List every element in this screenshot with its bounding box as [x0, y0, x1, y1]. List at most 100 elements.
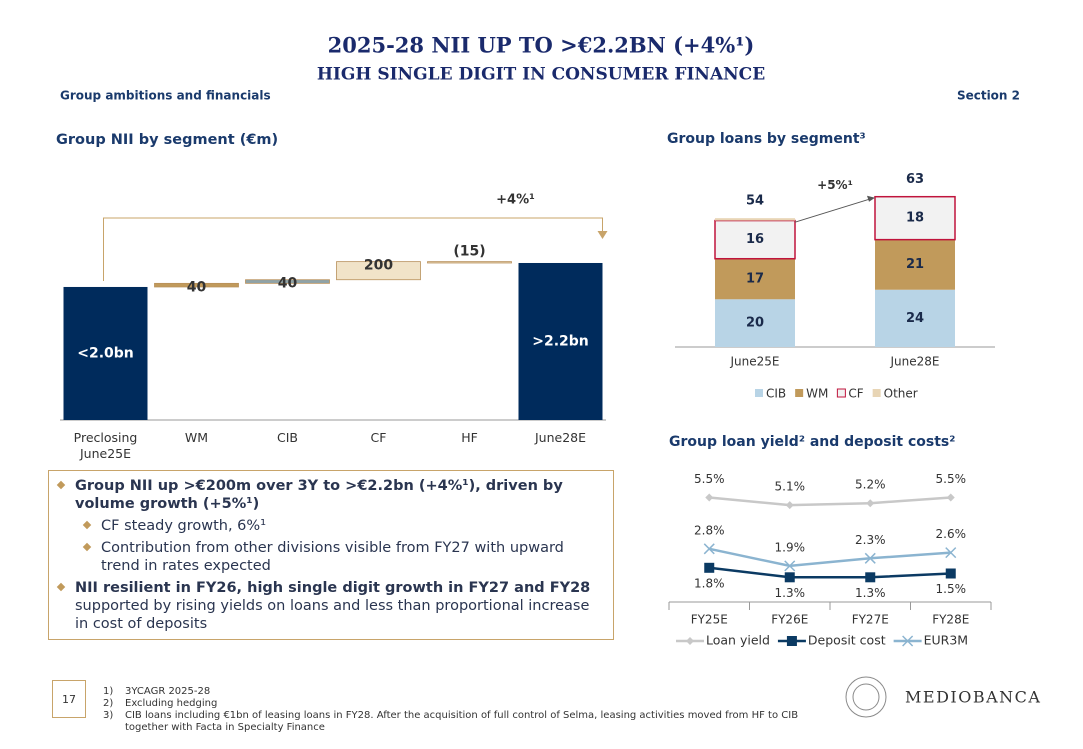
- series-line: [709, 566, 951, 579]
- bullet-bold: NII resilient in FY26, high single digit…: [75, 580, 591, 596]
- value-label: 18: [906, 211, 924, 226]
- legend-label: CIB: [766, 387, 786, 401]
- annotation: +4%¹: [496, 193, 535, 208]
- footnote: 1) 3YCAGR 2025-28: [103, 686, 823, 698]
- trend-arrow: [794, 198, 872, 223]
- bar: [63, 286, 148, 420]
- series-line: [708, 547, 951, 568]
- section-right: Section 2: [957, 89, 1020, 103]
- legend-label: EUR3M: [924, 633, 968, 648]
- page-number: 17: [52, 680, 86, 718]
- value-label: 5.1%: [775, 480, 806, 494]
- bullet: Group NII up >€200m over 3Y to >€2.2bn (…: [75, 478, 563, 512]
- chart-title: Group loan yield² and deposit costs²: [669, 434, 955, 450]
- legend-label: Deposit cost: [808, 633, 886, 648]
- series-line: [709, 496, 951, 507]
- bar-segment: [875, 239, 955, 290]
- value-label: 200: [364, 258, 393, 274]
- legend-swatch: [755, 389, 763, 397]
- marker: [865, 572, 876, 583]
- footnote-text: CIB loans including €1bn of leasing loan…: [125, 710, 799, 733]
- value-label: 5.5%: [694, 472, 725, 486]
- legend-label: CF: [848, 387, 863, 401]
- commentary: Group NII up >€200m over 3Y to >€2.2bn (…: [48, 470, 614, 640]
- x-tick-label: June25E: [730, 355, 780, 369]
- logo: MEDIOBANCA: [905, 688, 1041, 707]
- marker: [784, 560, 796, 572]
- bar: [154, 282, 239, 288]
- annotation: +5%¹: [817, 178, 853, 192]
- x-tick-label: CIB: [277, 430, 298, 445]
- marker: [866, 499, 875, 508]
- x-tick-label: FY25E: [691, 613, 728, 627]
- value-label: 5.5%: [936, 472, 967, 486]
- marker: [686, 637, 694, 645]
- x-tick-label: FY26E: [771, 613, 808, 627]
- footnote: 3) CIB loans including €1bn of leasing lo…: [103, 710, 823, 734]
- marker: [945, 547, 957, 559]
- total-label: 54: [746, 194, 764, 209]
- marker: [946, 493, 955, 502]
- x-tick-label: Preclosing June25E: [73, 430, 138, 461]
- x-tick-label: HF: [461, 430, 478, 445]
- value-label: 1.3%: [775, 586, 806, 600]
- chart-title: Group loans by segment³: [667, 131, 866, 147]
- marker: [785, 501, 794, 510]
- value-label: 2.8%: [694, 523, 725, 537]
- x-tick-label: FY27E: [852, 613, 889, 627]
- footnotes: 1) 3YCAGR 2025-28 2) Excluding hedging 3) CIB…: [103, 686, 823, 734]
- value-label: 24: [906, 311, 924, 326]
- arrowhead: [867, 195, 875, 202]
- value-label: 20: [746, 316, 764, 331]
- value-label: 1.8%: [694, 576, 725, 590]
- legend-swatch: [872, 389, 881, 397]
- arrowhead: [597, 231, 608, 239]
- footnote-marker: 2): [103, 698, 114, 709]
- marker: [705, 493, 714, 502]
- total-label: 63: [906, 172, 924, 187]
- x-tick-label: June28E: [890, 355, 940, 369]
- chart-title: Group NII by segment (€m): [56, 132, 278, 148]
- footnote-text: Excluding hedging: [125, 698, 218, 709]
- marker: [784, 572, 795, 583]
- marker: [864, 552, 876, 564]
- x-tick-label: FY28E: [932, 613, 969, 627]
- x-tick-label: CF: [370, 430, 387, 445]
- value-label: 5.2%: [855, 478, 886, 492]
- marker: [704, 562, 715, 573]
- bar-segment: [874, 195, 956, 241]
- title: 2025-28 NII UP TO >€2.2BN (+4%¹): [328, 33, 755, 58]
- legend-swatch: [795, 389, 804, 397]
- footnote-marker: 3): [103, 710, 114, 721]
- bullet-text: supported by rising yields on loans and …: [75, 598, 590, 632]
- value-label: (15): [453, 244, 485, 260]
- sub-bullet: Contribution from other divisions visibl…: [101, 539, 605, 575]
- legend-label: Loan yield: [706, 633, 770, 648]
- connector: [103, 217, 603, 281]
- sub-bullet: CF steady growth, 6%¹: [101, 517, 605, 535]
- x-tick-label: June28E: [534, 430, 587, 445]
- bar-segment: [715, 218, 795, 221]
- footnote: 2) Excluding hedging: [103, 698, 823, 710]
- footnote-marker: 1): [103, 686, 114, 697]
- x-tick-label: WM: [184, 430, 209, 445]
- legend-label: Other: [884, 387, 918, 401]
- value-label: 2.6%: [936, 527, 967, 541]
- marker: [786, 636, 797, 646]
- value-label: 1.5%: [936, 582, 967, 596]
- value-label: 21: [906, 257, 924, 272]
- logo-seal: [845, 676, 887, 718]
- marker: [703, 543, 715, 555]
- bar: [427, 261, 512, 264]
- value-label: 40: [187, 279, 207, 295]
- value-label: 17: [746, 272, 764, 287]
- section-left: Group ambitions and financials: [60, 89, 271, 103]
- subtitle: HIGH SINGLE DIGIT IN CONSUMER FINANCE: [317, 65, 765, 85]
- legend-swatch: [836, 388, 846, 398]
- value-label: 2.3%: [855, 533, 886, 547]
- bar: [336, 261, 421, 281]
- bar: [245, 279, 330, 284]
- value-label: 40: [278, 276, 298, 292]
